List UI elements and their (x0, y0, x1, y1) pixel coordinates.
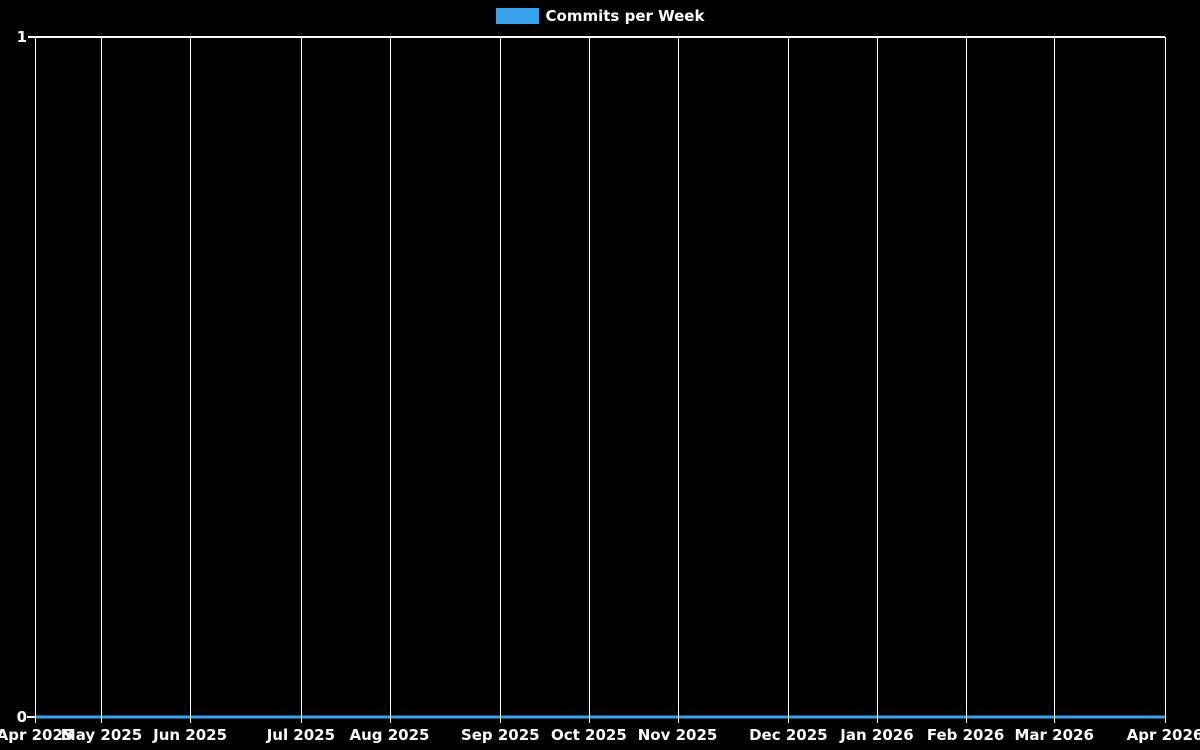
x-axis-labels: Apr 2025 May 2025 Jun 2025 Jul 2025 Aug 2025… (0, 726, 1200, 746)
y-axis-tick-zero (27, 716, 35, 718)
month-gridline (190, 37, 192, 723)
x-tick-label: Apr 2026 (1126, 726, 1200, 744)
month-gridline (965, 37, 967, 723)
y-tick-label-0: 0 (16, 708, 27, 726)
y-tick-label-1: 1 (16, 28, 27, 46)
series-line-commits (35, 715, 1165, 719)
month-gridline (788, 37, 790, 723)
x-tick-label: Jan 2026 (840, 726, 914, 744)
month-gridline (876, 37, 878, 723)
x-tick-label: Mar 2026 (1014, 726, 1094, 744)
x-tick-label: Aug 2025 (349, 726, 430, 744)
x-tick-label: Apr 2025 (0, 726, 74, 744)
x-tick-label: Oct 2025 (551, 726, 627, 744)
month-gridline (1054, 37, 1056, 723)
month-gridline (588, 37, 590, 723)
month-gridline (677, 37, 679, 723)
month-gridline (101, 37, 103, 723)
month-gridline (389, 37, 391, 723)
gridline-y1 (28, 36, 1165, 38)
x-tick-label: Nov 2025 (637, 726, 718, 744)
legend-swatch[interactable] (495, 8, 539, 24)
month-gridline (1165, 37, 1166, 723)
x-tick-label: Dec 2025 (749, 726, 828, 744)
month-gridline (35, 37, 36, 723)
x-tick-label: May 2025 (60, 726, 143, 744)
legend-label[interactable]: Commits per Week (545, 7, 705, 25)
month-gridline (500, 37, 502, 723)
legend: Commits per Week (0, 6, 1200, 26)
plot-area: 1 0 Apr 2025 May 2025 Jun 2025 Jul 2025 Aug … (0, 30, 1200, 745)
x-tick-label: Jul 2025 (266, 726, 336, 744)
x-tick-label: Jun 2025 (153, 726, 228, 744)
x-tick-label: Feb 2026 (926, 726, 1005, 744)
x-tick-label: Sep 2025 (460, 726, 540, 744)
month-gridline (300, 37, 302, 723)
